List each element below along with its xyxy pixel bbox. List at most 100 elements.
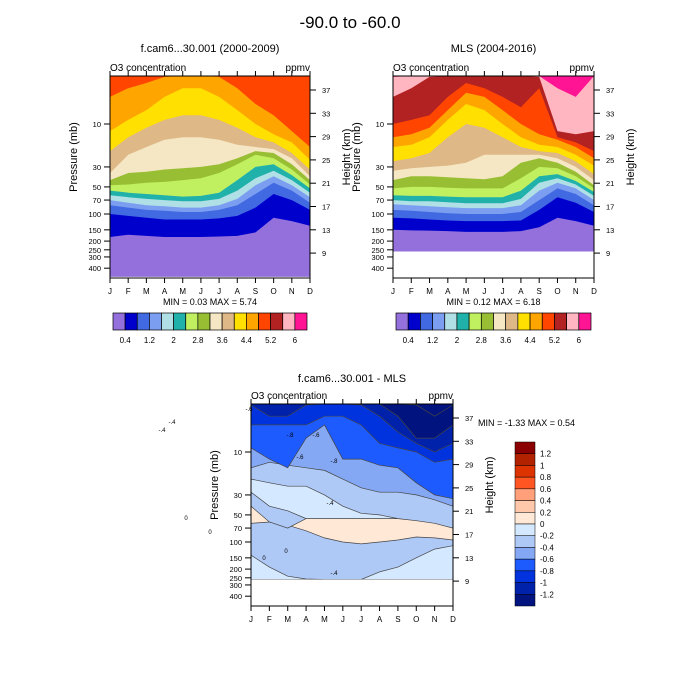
y-tick-label-right: 25 — [322, 156, 330, 165]
y-tick-label-right: 21 — [606, 179, 614, 188]
colorbar-label: 2 — [171, 336, 176, 345]
colorbar-swatch — [197, 312, 211, 331]
colorbar-label: 0.4 — [120, 336, 132, 345]
x-tick-label: J — [108, 287, 112, 296]
y-axis-label-right: Height (km) — [625, 129, 637, 186]
y-tick-label-right: 17 — [606, 203, 614, 212]
y-tick-label: 70 — [93, 196, 101, 205]
y-tick-label: 70 — [234, 524, 242, 533]
contour-label: -.4 — [330, 571, 338, 577]
y-tick-label: 50 — [376, 183, 384, 192]
y-axis-label-right: Height (km) — [484, 457, 496, 514]
colorbar-swatch — [493, 312, 507, 331]
figure-title: -90.0 to -60.0 — [299, 13, 400, 32]
right-label: ppmv — [286, 63, 310, 74]
x-tick-label: N — [573, 287, 579, 296]
colorbar-swatch — [270, 312, 284, 331]
x-tick-label: A — [445, 287, 451, 296]
y-tick-label: 300 — [371, 253, 384, 262]
colorbar-swatch — [505, 312, 519, 331]
y-tick-label-right: 37 — [465, 414, 473, 423]
colorbar-swatch — [432, 312, 446, 331]
colorbar-swatch — [514, 594, 536, 607]
colorbar-label: 4.4 — [525, 336, 537, 345]
colorbar-label: 4.4 — [241, 336, 253, 345]
contour-fills — [393, 76, 594, 278]
colorbar-swatch — [517, 312, 531, 331]
colorbar-swatch — [136, 312, 150, 331]
y-tick-label: 300 — [88, 253, 101, 262]
plot-frame — [250, 403, 454, 607]
left-label: O3 concentration — [393, 63, 469, 74]
x-tick-label: M — [179, 287, 186, 296]
contour-label: 0 — [284, 549, 288, 555]
y-tick-label: 250 — [88, 246, 101, 255]
colorbar-swatch — [566, 312, 580, 331]
min-max-stats: MIN = 0.03 MAX = 5.74 — [163, 297, 257, 307]
colorbar-swatch — [514, 535, 536, 548]
y-tick-label-right: 13 — [606, 226, 614, 235]
contour-label: 0 — [184, 516, 188, 522]
colorbar-label: -0.4 — [540, 543, 554, 552]
y-tick-label-right: 25 — [465, 484, 473, 493]
y-tick-label-right: 33 — [465, 437, 473, 446]
y-tick-label: 400 — [229, 592, 242, 601]
x-tick-label: A — [377, 615, 383, 624]
x-tick-label: N — [289, 287, 295, 296]
contour-label: 0 — [262, 556, 266, 562]
colorbar-label: 0.2 — [540, 508, 552, 517]
contour-fills — [110, 76, 310, 278]
y-tick-label: 250 — [229, 574, 242, 583]
contour-label: -.8 — [330, 459, 338, 465]
colorbar-label: 1.2 — [540, 450, 552, 459]
colorbar-label: 2 — [455, 336, 460, 345]
contour-label: -.4 — [168, 420, 176, 426]
y-tick-label: 30 — [93, 163, 101, 172]
y-axis-label: Pressure (mb) — [68, 122, 80, 192]
y-tick-label-right: 21 — [322, 179, 330, 188]
colorbar-swatch — [258, 312, 271, 331]
min-max-stats: MIN = -1.33 MAX = 0.54 — [478, 418, 575, 428]
x-tick-label: A — [518, 287, 524, 296]
y-tick-label: 30 — [234, 491, 242, 500]
colorbar-swatch — [514, 465, 536, 478]
colorbar-label: 3.6 — [217, 336, 229, 345]
no-data-region — [251, 579, 453, 606]
y-axis-label: Pressure (mb) — [351, 122, 363, 192]
colorbar-label: 0.6 — [540, 485, 552, 494]
y-tick-label-right: 37 — [606, 86, 614, 95]
x-tick-label: M — [321, 615, 328, 624]
colorbar-swatch — [221, 312, 235, 331]
y-axis-label: Pressure (mb) — [209, 450, 221, 520]
colorbar-swatch — [514, 570, 536, 583]
colorbar-swatch — [514, 523, 536, 536]
colorbar-swatch — [514, 558, 536, 572]
y-tick-label-right: 29 — [465, 461, 473, 470]
x-tick-label: D — [450, 615, 456, 624]
x-tick-label: A — [162, 287, 168, 296]
y-tick-label: 100 — [371, 210, 384, 219]
colorbar-label: 0.8 — [540, 473, 552, 482]
x-tick-label: O — [554, 287, 560, 296]
y-tick-label-right: 9 — [322, 249, 326, 258]
plot-frame — [109, 75, 311, 279]
contour-band — [393, 76, 594, 97]
panel-title: MLS (2004-2016) — [451, 43, 537, 55]
y-tick-label-right: 37 — [322, 86, 330, 95]
x-tick-label: D — [591, 287, 597, 296]
y-tick-label-right: 13 — [322, 226, 330, 235]
x-tick-label: J — [501, 287, 505, 296]
colorbar: 1.2 1 0.8 0.6 0.4 0.2 0 -0.2 -0.4 -0.6 -0.8 -1 -1.2 — [514, 441, 554, 607]
colorbar-swatch — [541, 312, 555, 331]
colorbar-label: 0 — [540, 520, 545, 529]
colorbar-swatch — [395, 312, 409, 331]
y-tick-label-right: 17 — [465, 531, 473, 540]
no-data-region — [393, 251, 594, 278]
contour-label: -.8 — [286, 433, 294, 439]
colorbar-swatch — [514, 500, 536, 513]
colorbar-swatch — [420, 312, 433, 331]
y-tick-label: 10 — [376, 120, 384, 129]
contour-band — [251, 404, 453, 417]
colorbar-label: -1.2 — [540, 590, 554, 599]
